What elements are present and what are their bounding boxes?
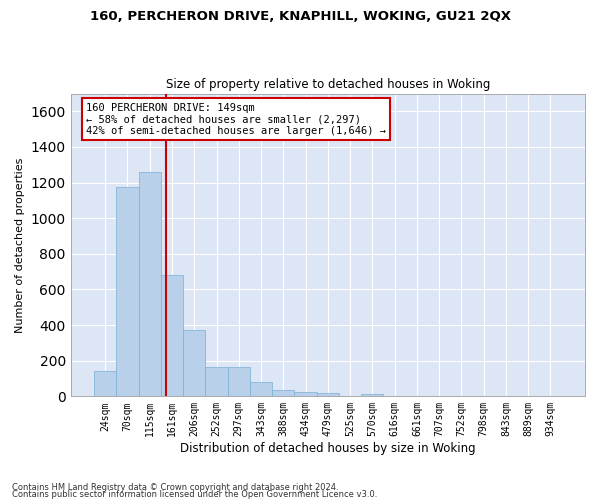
Bar [227,367,250,396]
X-axis label: Distribution of detached houses by size in Woking: Distribution of detached houses by size … [180,442,476,455]
Text: Contains public sector information licensed under the Open Government Licence v3: Contains public sector information licen… [12,490,377,499]
Bar [295,392,317,396]
Bar [272,390,295,396]
Bar [94,370,116,396]
Bar [317,393,339,396]
Y-axis label: Number of detached properties: Number of detached properties [15,158,25,332]
Text: 160 PERCHERON DRIVE: 149sqm
← 58% of detached houses are smaller (2,297)
42% of : 160 PERCHERON DRIVE: 149sqm ← 58% of det… [86,102,386,136]
Title: Size of property relative to detached houses in Woking: Size of property relative to detached ho… [166,78,490,91]
Bar [361,394,383,396]
Bar [139,172,161,396]
Bar [183,330,205,396]
Bar [205,367,227,396]
Bar [250,382,272,396]
Text: 160, PERCHERON DRIVE, KNAPHILL, WOKING, GU21 2QX: 160, PERCHERON DRIVE, KNAPHILL, WOKING, … [89,10,511,23]
Bar [116,187,139,396]
Text: Contains HM Land Registry data © Crown copyright and database right 2024.: Contains HM Land Registry data © Crown c… [12,484,338,492]
Bar [161,275,183,396]
